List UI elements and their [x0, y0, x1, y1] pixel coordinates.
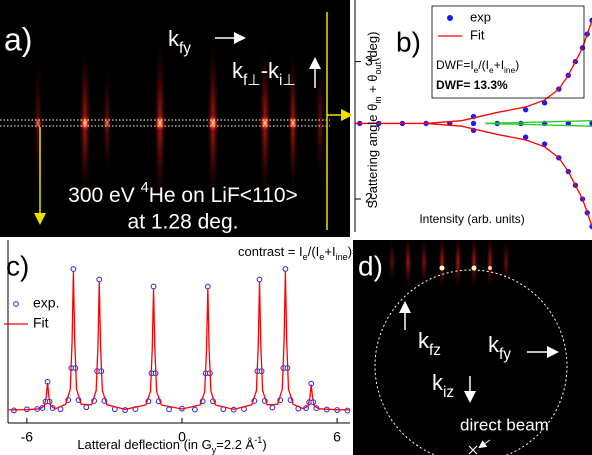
legend-marker [447, 15, 453, 21]
data-point [522, 134, 529, 140]
k-label-part: fy [499, 346, 511, 363]
k-label: kfy [488, 332, 511, 363]
annotation-part: e [474, 65, 479, 75]
panel-c-background [0, 240, 350, 455]
data-point [269, 404, 276, 411]
k-label: kf⊥-ki⊥ [232, 58, 296, 89]
x-axis-label: Intensity (arb. units) [419, 212, 524, 226]
annotation-part: +I [324, 244, 335, 259]
data-line [355, 20, 592, 227]
annotation-part: /(I [478, 58, 489, 72]
k-label-part: k [232, 58, 244, 83]
annotation-part: ine [504, 65, 516, 75]
panel-label: b) [396, 26, 421, 57]
x-tick-label: 6 [333, 429, 341, 445]
data-point [70, 266, 77, 272]
legend-label: Fit [470, 27, 485, 42]
panel-a [0, 0, 350, 237]
caption-line-part: 300 eV [68, 184, 140, 207]
annotation-part: contrast = I [238, 244, 303, 259]
data-line [8, 270, 350, 411]
k-label: kfy [168, 26, 191, 57]
data-point [256, 276, 263, 283]
data-point [166, 406, 172, 413]
k-label-part: f⊥ [243, 72, 261, 89]
arrow [478, 439, 491, 449]
legend-label: exp [470, 9, 491, 24]
y-tick-label: 2 [365, 190, 373, 206]
plot-area [8, 266, 350, 414]
y-axis-label-part: + θ [365, 75, 380, 97]
annotation-part: e [303, 252, 308, 262]
annotation-part: ine [336, 252, 348, 262]
k-label-part: k [488, 332, 500, 357]
data-line [485, 120, 592, 125]
legend-label: exp. [33, 295, 59, 311]
annotation-part: +I [494, 58, 504, 72]
caption-line: 300 eV 4He on LiF<110> [68, 180, 298, 207]
data-point [150, 283, 157, 290]
k-label: kiz [432, 370, 454, 401]
annotation: contrast = Ie/(Ie+Iine)=73% [238, 244, 386, 262]
panel-label: c) [6, 250, 29, 281]
annotation-part: ) [515, 58, 519, 72]
caption-line: at 1.28 deg. [128, 211, 239, 234]
y-axis-label-part: out [373, 61, 383, 74]
data-point [522, 106, 529, 113]
dashed-circle [374, 269, 568, 455]
annotation: DWF= 13.3% [436, 78, 508, 92]
panel-label: d) [358, 250, 383, 281]
x-axis-label: Latteral deflection (in Gy=2.2 Å-1) [77, 435, 266, 455]
x-axis-label-part: =2.2 Å [216, 437, 254, 452]
y-axis-label-part: in [373, 97, 383, 104]
k-label-part: k [418, 328, 430, 353]
x-tick-label: 0 [178, 429, 186, 445]
caption-line-part: 4 [141, 180, 149, 196]
k-label-part: k [168, 26, 180, 51]
annotation-part: DWF=I [436, 58, 474, 72]
y-axis-label-part: Scattering angle θ [365, 104, 380, 209]
annotation-part: e [489, 65, 494, 75]
beam-cross [468, 445, 478, 455]
k-label-part: k [432, 370, 444, 395]
data-point [470, 120, 477, 127]
y-tick-label: 3 [365, 52, 373, 68]
k-label-part: fy [179, 40, 191, 57]
y-axis-label: Scattering angle θin + θout(deg) [365, 32, 383, 209]
x-axis-label-part: ) [262, 437, 266, 452]
data-point [191, 406, 198, 413]
y-axis-label-part: (deg) [365, 32, 380, 62]
x-axis-label-part: y [212, 445, 217, 455]
x-axis-label-part: Latteral deflection (in G [77, 437, 211, 452]
k-label-part: iz [443, 384, 454, 401]
annotation-part: /(I [308, 244, 320, 259]
data-point [344, 407, 350, 414]
annotation: direct beam [460, 415, 549, 434]
x-axis-label-part: -1 [254, 435, 262, 445]
plot-area [355, 17, 592, 230]
data-point [83, 404, 90, 411]
legend-marker [13, 301, 19, 307]
legend-label: Fit [33, 315, 49, 331]
annotation-part: e [319, 252, 324, 262]
panel-label: a) [4, 21, 32, 57]
diffraction-spots [33, 112, 298, 134]
caption-line-part: He on LiF<110> [149, 184, 298, 207]
annotation-part: )=73% [348, 244, 386, 259]
k-label-part: i⊥ [279, 72, 296, 89]
legend-box [431, 5, 585, 99]
k-label-part: fz [429, 342, 441, 359]
k-label-part: -k [261, 58, 280, 83]
data-point [96, 276, 103, 283]
data-point [204, 283, 211, 290]
panel-d [353, 240, 592, 455]
diffraction-streaks [388, 240, 510, 292]
x-tick-label: -6 [21, 429, 34, 445]
k-label: kfz [418, 328, 441, 359]
data-point [282, 266, 289, 272]
data-line [485, 122, 592, 127]
annotation: DWF=Ie/(Ie+Iine) [436, 58, 519, 75]
